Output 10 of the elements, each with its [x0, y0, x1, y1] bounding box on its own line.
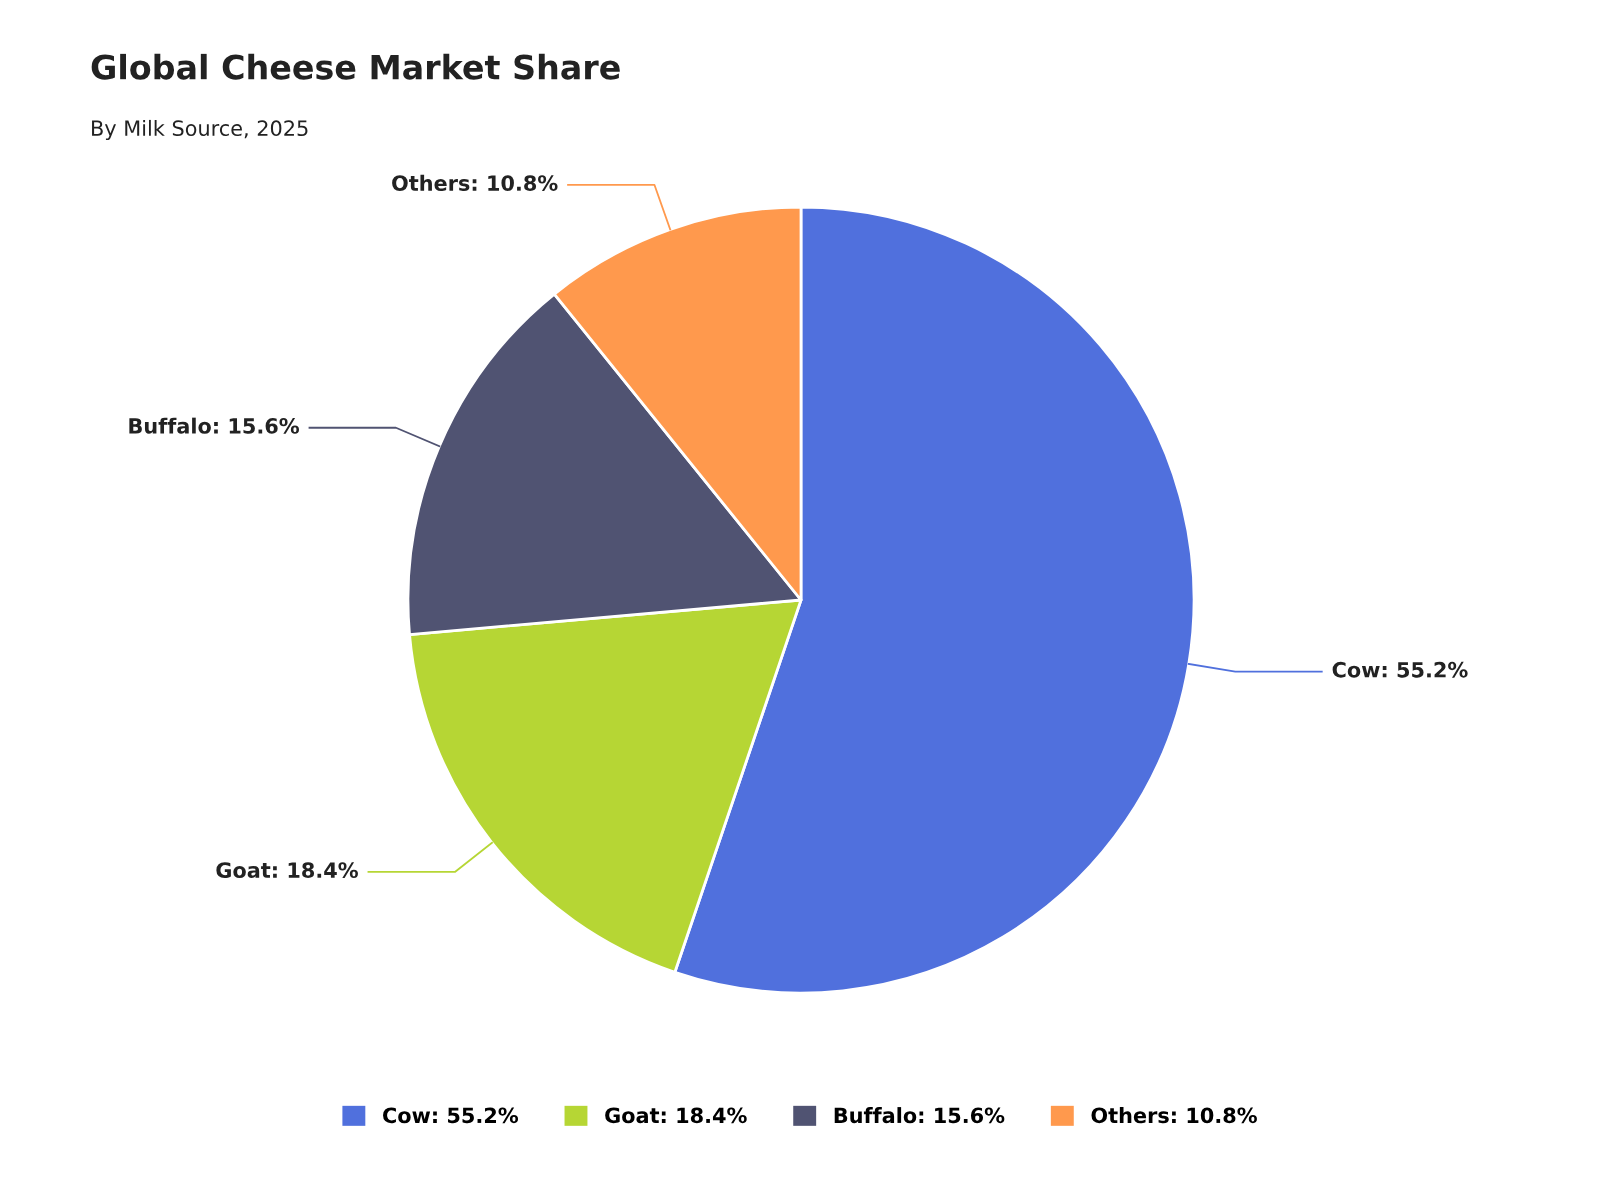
slice-label: Cow: 55.2%: [1332, 661, 1468, 678]
slice-label: Buffalo: 15.6%: [129, 417, 300, 434]
chart-subtitle: By Milk Source, 2025: [92, 119, 308, 141]
slice-label: Others: 10.8%: [392, 174, 558, 191]
legend-label: Cow: 55.2%: [383, 1107, 519, 1124]
legend-label: Goat: 18.4%: [605, 1107, 747, 1124]
legend-label: Others: 10.8%: [1091, 1107, 1257, 1124]
slice-label: Goat: 18.4%: [216, 862, 358, 878]
chart-title: Global Cheese Market Share: [91, 53, 620, 80]
legend-label: Buffalo: 15.6%: [834, 1107, 1005, 1124]
